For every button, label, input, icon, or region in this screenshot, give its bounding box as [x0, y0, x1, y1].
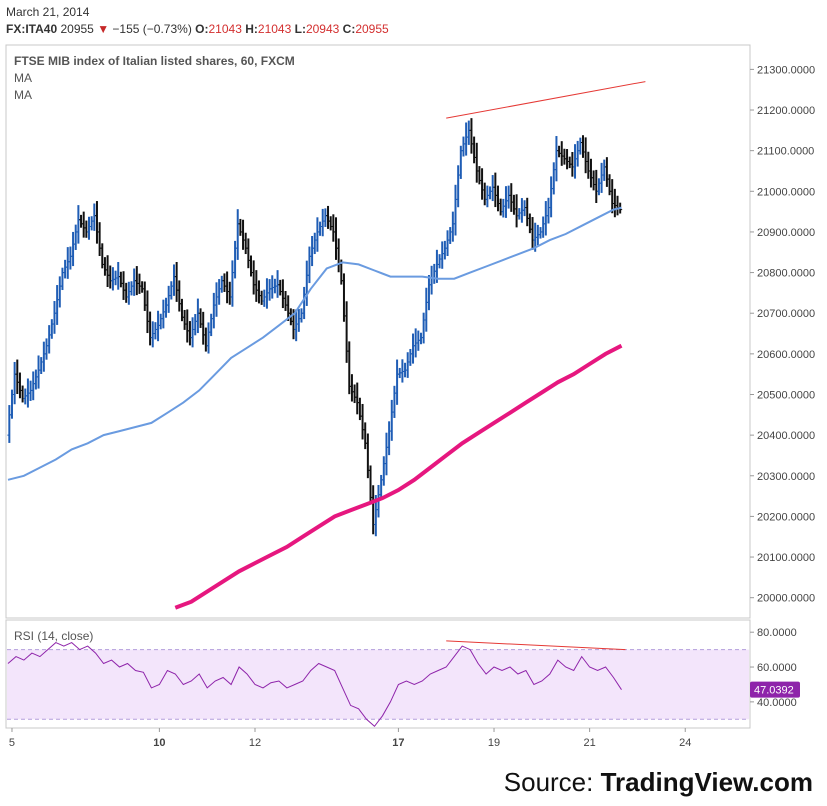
rsi-badge-box	[750, 681, 800, 698]
source-prefix: Source:	[503, 767, 601, 797]
legend-ma-1: MA	[14, 71, 32, 85]
down-triangle-icon: ▼	[97, 22, 110, 36]
price-tick-label: 21000.0000	[757, 186, 815, 198]
rsi-band	[7, 649, 749, 720]
rsi-last-value-badge: 47.0392	[750, 681, 800, 698]
time-tick-label: 10	[153, 737, 165, 749]
rsi-line	[7, 642, 622, 728]
header-l-label: L:	[294, 22, 306, 36]
time-tick-label: 19	[488, 737, 500, 749]
header-low: 20943	[305, 22, 340, 36]
header-open: 21043	[208, 22, 242, 36]
time-tick-label: 5	[9, 737, 15, 749]
time-tick-label: 24	[679, 737, 691, 749]
header-close: 20955	[355, 22, 389, 36]
legend-ma-2: MA	[14, 88, 32, 102]
price-bars	[7, 118, 623, 537]
rsi-last-value: 47.0392	[754, 685, 794, 697]
price-tick-label: 20100.0000	[757, 552, 815, 564]
header-date: March 21, 2014	[6, 5, 90, 19]
header-c-label: C:	[342, 22, 356, 36]
time-tick-label: 17	[392, 737, 404, 749]
price-tick-label: 20700.0000	[757, 308, 815, 320]
ma-long-line	[174, 343, 623, 610]
rsi-pane-title: RSI (14, close)	[14, 629, 93, 643]
rsi-trendline	[446, 640, 626, 651]
header-high: 21043	[257, 22, 292, 36]
price-tick-label: 20400.0000	[757, 430, 815, 442]
time-axis: 5 10 12 17 19 21 24	[9, 728, 691, 749]
header-h-label: H:	[245, 22, 258, 36]
rsi-tick-label: 40.0000	[757, 697, 797, 709]
price-tick-label: 20500.0000	[757, 389, 815, 401]
rsi-tick-label: 80.0000	[757, 627, 797, 639]
price-tick-label: 21100.0000	[757, 146, 814, 158]
time-tick-label: 12	[249, 737, 261, 749]
price-axis: 21300.0000 21200.0000 21100.0000 21000.0000…	[750, 64, 815, 605]
rsi-pane	[5, 619, 751, 729]
rsi-tick-label: 60.0000	[757, 662, 797, 674]
header-quote: FX:ITA40 20955 ▼ −155 (−0.73%) O:21043 H…	[6, 21, 389, 38]
price-tick-label: 20600.0000	[757, 349, 815, 361]
price-pane-title: FTSE MIB index of Italian listed shares,…	[14, 54, 295, 68]
price-tick-label: 20900.0000	[757, 227, 815, 239]
rsi-axis: 80.0000 60.0000 40.0000	[750, 627, 797, 709]
price-tick-label: 21300.0000	[757, 64, 815, 76]
price-tick-label: 21200.0000	[757, 105, 815, 117]
header-last: 20955	[60, 22, 94, 36]
rsi-band-fill	[7, 649, 749, 720]
chart-canvas: 21300.0000 21200.0000 21100.0000 21000.0000…	[5, 44, 815, 749]
time-tick-label: 21	[584, 737, 596, 749]
price-tick-label: 20000.0000	[757, 593, 815, 605]
header-o-label: O:	[195, 22, 209, 36]
price-trendline	[446, 81, 646, 119]
price-tick-label: 20800.0000	[757, 268, 815, 280]
header-change: −155 (−0.73%)	[112, 22, 192, 36]
header-symbol: FX:ITA40	[6, 22, 58, 36]
source-brand: TradingView.com	[600, 767, 813, 797]
price-pane	[5, 44, 751, 619]
price-tick-label: 20300.0000	[757, 471, 815, 483]
chart-header: March 21, 2014 FX:ITA40 20955 ▼ −155 (−0…	[6, 4, 389, 38]
source-credit: Source: TradingView.com	[504, 767, 813, 798]
price-tick-label: 20200.0000	[757, 511, 815, 523]
ma-short-line	[7, 206, 622, 481]
